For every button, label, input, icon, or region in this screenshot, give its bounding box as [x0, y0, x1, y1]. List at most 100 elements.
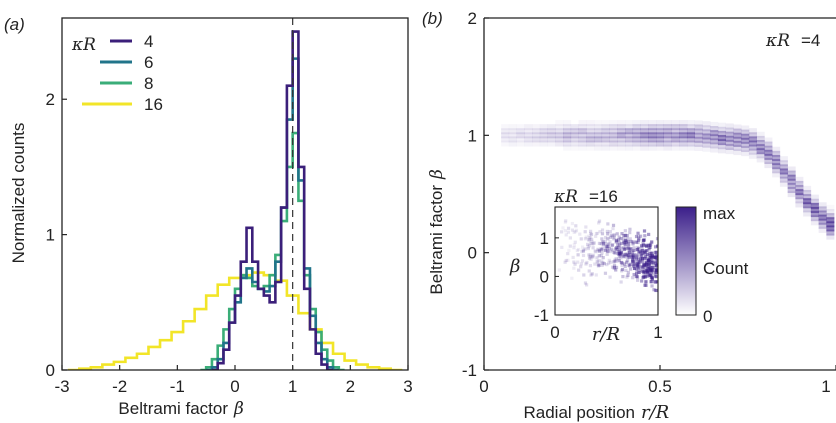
inset-heatmap-cell	[637, 246, 641, 251]
inset-heatmap-cell	[619, 252, 623, 256]
heatmap-cell	[625, 120, 633, 126]
heatmap-cell	[656, 124, 664, 131]
heatmap-cell	[516, 132, 525, 139]
inset-heatmap-cell	[617, 252, 622, 256]
heatmap-cell	[570, 140, 579, 147]
inset-heatmap-cell	[579, 262, 584, 266]
inset-heatmap-cell	[626, 245, 631, 249]
inset-heatmap-cell	[632, 253, 636, 257]
inset-heatmap-cell	[616, 243, 620, 247]
heatmap-cell	[609, 136, 618, 143]
inset-heatmap-cell	[649, 255, 653, 259]
inset-heatmap-cell	[640, 264, 644, 269]
heatmap-cell	[517, 124, 525, 130]
heatmap-cell	[532, 132, 541, 139]
a-ytick-label: 2	[46, 90, 55, 109]
heatmap-cell	[748, 148, 757, 155]
series-line-kR-4	[211, 30, 334, 370]
panel-b-corner-label: κR =4	[765, 31, 820, 51]
heatmap-cell	[539, 140, 548, 147]
b-xtick-label: 1	[821, 377, 830, 396]
inset-heatmap-cell	[604, 245, 608, 249]
inset-heatmap-cell	[602, 242, 606, 246]
inset-heatmap-cell	[603, 241, 607, 246]
heatmap-cell	[772, 159, 781, 166]
inset-heatmap-cell	[612, 233, 616, 237]
inset-heatmap-cell	[610, 243, 615, 247]
inset-heatmap-cell	[642, 229, 647, 233]
b-ytick-label: 2	[468, 9, 477, 28]
heatmap-cell	[756, 156, 765, 163]
inset-heatmap-cell	[635, 275, 640, 279]
heatmap-cell	[610, 120, 618, 126]
inset-heatmap-cell	[622, 234, 626, 238]
heatmap-cell	[679, 120, 688, 127]
heatmap-cell	[710, 142, 719, 149]
inset-heatmap-cell	[639, 248, 644, 253]
inset-heatmap-cell	[642, 263, 646, 267]
inset-heatmap-cell	[655, 265, 658, 269]
inset-heatmap-cell	[613, 258, 617, 262]
inset-heatmap-cell	[575, 248, 579, 253]
inset-heatmap-cell	[656, 254, 658, 258]
inset-heatmap-cell	[600, 232, 605, 236]
inset-heatmap-cell	[624, 239, 628, 244]
inset-xtick-label: 0	[550, 323, 559, 342]
heatmap-cell	[803, 194, 812, 201]
panel-b-xlabel-symbol: r/R	[641, 402, 669, 423]
inset-xlabel: r/R	[592, 324, 620, 345]
inset-heatmap-cell	[586, 246, 590, 251]
heatmap-cell	[694, 145, 703, 152]
heatmap-cell	[625, 136, 634, 143]
inset-heatmap-cell	[593, 249, 597, 253]
inset-heatmap-cell	[610, 233, 614, 237]
inset-heatmap-cell	[654, 288, 658, 293]
inset-heatmap	[557, 219, 658, 293]
inset-heatmap-cell	[653, 280, 657, 284]
inset-heatmap-cell	[627, 246, 631, 250]
heatmap-cell	[625, 124, 634, 131]
inset-heatmap-cell	[636, 240, 640, 245]
inset-heatmap-cell	[583, 230, 587, 234]
inset-heatmap-cell	[597, 259, 601, 263]
inset-heatmap-cell	[622, 240, 626, 244]
series-line-kR-16	[67, 271, 403, 370]
inset-heatmap-cell	[593, 262, 597, 266]
inset-heatmap-cell	[597, 249, 602, 253]
inset-heatmap-cell	[572, 243, 576, 247]
heatmap-cell	[748, 144, 757, 151]
inset-heatmap-cell	[627, 263, 631, 267]
inset-heatmap-cell	[632, 272, 636, 277]
heatmap-cell	[810, 198, 819, 205]
inset-heatmap-cell	[631, 258, 635, 262]
heatmap-cell	[671, 144, 680, 151]
inset-heatmap-cell	[620, 261, 624, 265]
legend: κR 4 6 8 16	[71, 32, 163, 114]
inset-heatmap-cell	[621, 274, 625, 279]
inset-heatmap-cell	[589, 255, 593, 259]
heatmap-cell	[748, 128, 757, 135]
heatmap-cell	[625, 144, 634, 151]
inset-heatmap-cell	[560, 245, 564, 249]
inset-heatmap-cell	[623, 252, 627, 256]
inset-heatmap-cell	[634, 234, 639, 239]
inset-heatmap-cell	[637, 270, 641, 274]
heatmap-cell	[810, 215, 819, 222]
inset-heatmap-cell	[636, 257, 640, 261]
inset-heatmap-cell	[607, 261, 611, 265]
heatmap-cell	[679, 136, 688, 143]
inset-heatmap-cell	[644, 280, 648, 284]
heatmap-cell	[625, 140, 634, 147]
inset-heatmap-cell	[645, 262, 649, 266]
inset-heatmap-cell	[639, 234, 643, 238]
inset-heatmap-cell	[600, 228, 605, 232]
inset-heatmap-cell	[612, 266, 616, 270]
inset-heatmap-cell	[630, 254, 634, 258]
b-xtick-label: 0	[479, 377, 488, 396]
inset-heatmap-cell	[636, 263, 640, 267]
heatmap-cell	[764, 149, 773, 156]
inset-heatmap-cell	[653, 280, 657, 284]
inset-heatmap-cell	[606, 222, 610, 226]
heatmap-cell	[818, 226, 827, 233]
